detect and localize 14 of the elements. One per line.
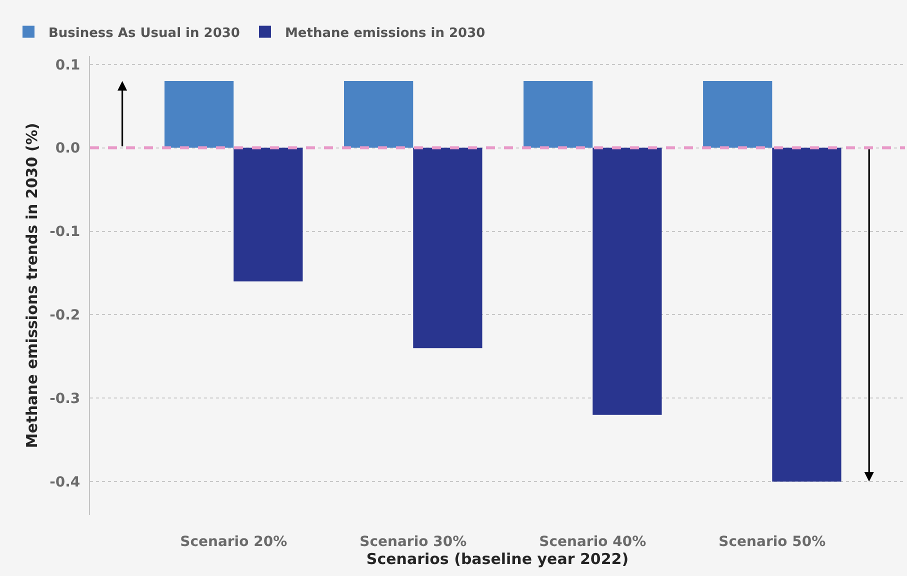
legend-label: Methane emissions in 2030: [284, 26, 486, 41]
y-tick-label: -0.2: [50, 308, 80, 324]
y-tick-label: 0.0: [55, 140, 80, 157]
x-tick-label: Scenario 30%: [360, 534, 467, 550]
x-tick-label: Scenario 40%: [539, 534, 646, 550]
x-tick-label: Scenario 50%: [718, 534, 826, 550]
x-tick-label: Scenario 20%: [180, 534, 288, 550]
y-tick-label: 0.1: [55, 57, 80, 74]
y-tick-label: -0.1: [50, 224, 80, 240]
y-tick-label: -0.3: [50, 391, 80, 408]
y-axis-title: Methane emissions trends in 2030 (%): [22, 122, 41, 448]
y-tick-label: -0.4: [50, 474, 80, 491]
x-axis-title: Scenarios (baseline year 2022): [366, 550, 629, 568]
legend-label: Business As Usual in 2030: [48, 26, 240, 41]
